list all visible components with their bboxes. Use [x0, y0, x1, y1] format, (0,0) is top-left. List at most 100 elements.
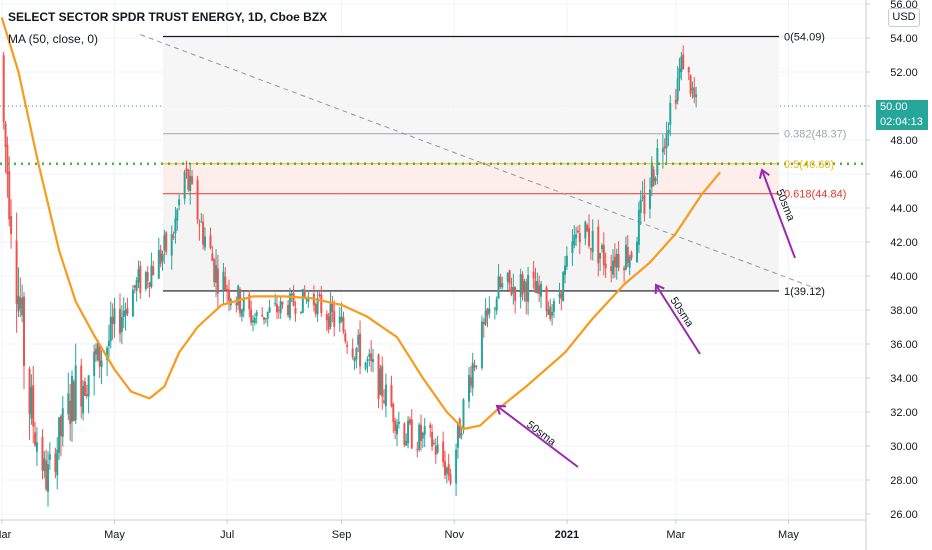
candle-body	[87, 375, 90, 397]
candle-body	[423, 426, 426, 435]
candle-body	[682, 54, 685, 70]
y-tick-label: 34.00	[890, 373, 918, 385]
candle-body	[397, 421, 400, 425]
candle-body	[301, 288, 304, 313]
candle-body	[172, 236, 175, 238]
candle-body	[473, 365, 476, 368]
candle-body	[196, 179, 199, 221]
candle-body	[639, 199, 642, 213]
candle-body	[357, 335, 360, 345]
candle-body	[359, 333, 362, 367]
candle-body	[275, 304, 278, 313]
annotation-arrow	[655, 284, 701, 355]
candle-body	[209, 235, 212, 249]
last-price-value: 50.00	[880, 101, 908, 113]
candle-body	[264, 318, 267, 320]
candle-body	[604, 263, 607, 269]
candle-body	[203, 236, 206, 248]
annotation-arrowhead	[758, 168, 770, 179]
candle-body	[663, 146, 666, 149]
candle-body	[294, 308, 297, 314]
candle-body	[35, 442, 38, 452]
y-tick-label: 46.00	[890, 169, 918, 181]
candle-body	[43, 458, 46, 472]
candle-body	[370, 353, 373, 362]
candle-body	[248, 294, 251, 310]
candle-body	[227, 289, 230, 301]
y-tick-label: 40.00	[890, 271, 918, 283]
candle-body	[538, 285, 541, 294]
candle-body	[157, 250, 160, 279]
candle-body	[152, 266, 155, 276]
indicator-legend[interactable]: MA (50, close, 0)	[8, 32, 99, 46]
candle-body	[497, 276, 500, 299]
candle-body	[416, 449, 419, 451]
annotation-arrowhead	[654, 283, 665, 295]
candle-body	[613, 256, 616, 267]
candle-body	[630, 252, 633, 259]
candle-body	[266, 311, 269, 319]
candle-body	[501, 283, 504, 288]
candle-body	[534, 280, 537, 293]
candle-body	[508, 270, 511, 284]
candle-body	[462, 399, 465, 430]
candle-body	[281, 302, 284, 305]
candle-body	[571, 241, 574, 253]
candle-body	[405, 440, 408, 446]
candle-body	[316, 297, 319, 315]
candle-body	[351, 348, 354, 358]
candle-body	[340, 316, 343, 322]
candle-body	[628, 256, 631, 268]
candle-body	[100, 360, 103, 368]
candle-body	[83, 381, 86, 397]
candle-body	[355, 348, 358, 360]
candle-body	[456, 423, 459, 448]
candle-body	[565, 255, 568, 267]
candle-body	[320, 294, 323, 314]
candle-body	[215, 264, 218, 283]
candle-body	[261, 314, 264, 317]
trendline[interactable]	[140, 34, 824, 292]
candle-body	[394, 420, 397, 431]
candle-body	[588, 228, 591, 247]
candle-body	[111, 316, 114, 325]
last-price-tag: 50.00 02:04:13	[876, 100, 928, 130]
candle-body	[28, 368, 31, 414]
chart-title: SELECT SECTOR SPDR TRUST ENERGY, 1D, Cbo…	[8, 10, 328, 24]
candle-body	[674, 99, 677, 104]
x-tick-label: Mar	[0, 529, 12, 541]
dashed-trendline	[140, 34, 824, 292]
candle-body	[444, 461, 447, 476]
candle-body	[495, 298, 498, 311]
candle-body	[268, 307, 271, 313]
candle-body	[305, 299, 308, 301]
candle-body	[480, 321, 483, 368]
currency-badge[interactable]: USD	[888, 8, 920, 27]
candle-body	[72, 381, 75, 421]
fib-labels: 0(54.09) 0.382(48.37) 0.5(46.60) 0.618(44.8…	[784, 31, 846, 297]
candle-body	[325, 314, 328, 321]
candle-body	[19, 297, 22, 309]
candle-body	[371, 359, 374, 363]
candle-body	[93, 351, 96, 376]
candle-body	[486, 308, 489, 316]
y-tick-label: 42.00	[890, 237, 918, 249]
y-tick-label: 54.00	[890, 33, 918, 45]
y-tick-label: 38.00	[890, 305, 918, 317]
candle-body	[122, 310, 125, 318]
fib-level-label: 0.618(44.84)	[784, 189, 846, 201]
candle-body	[510, 287, 513, 295]
fib-retracement[interactable]	[163, 35, 779, 292]
candle-body	[113, 308, 116, 324]
ma-line	[0, 17, 721, 431]
candle-body	[107, 340, 110, 347]
candle-body	[56, 449, 59, 476]
candle-body	[383, 400, 386, 403]
candle-body	[381, 365, 384, 397]
candle-body	[85, 394, 88, 397]
candle-body	[560, 291, 563, 300]
candle-body	[187, 169, 190, 190]
